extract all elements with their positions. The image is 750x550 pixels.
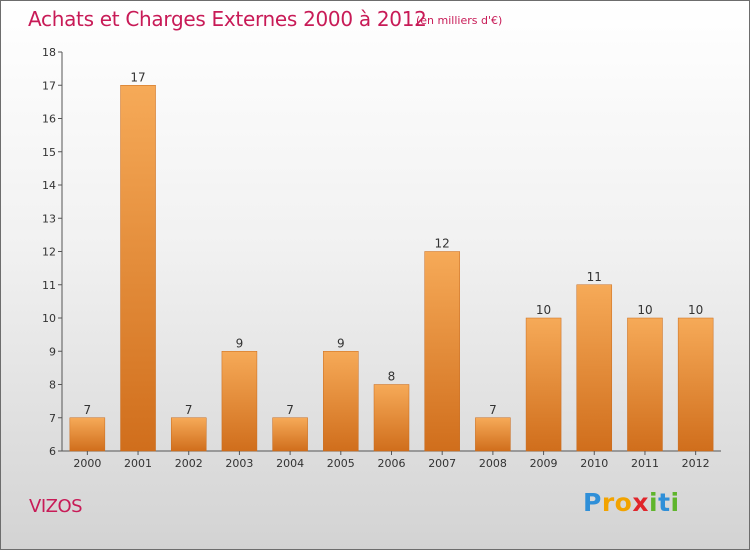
bar-2004 [272, 417, 308, 452]
x-tick-label-2000: 2000 [73, 457, 101, 470]
bar-2001 [120, 85, 156, 452]
x-tick-label-2012: 2012 [682, 457, 710, 470]
y-tick-label: 16 [42, 113, 56, 126]
x-tick-label-2007: 2007 [428, 457, 456, 470]
bar-2007 [424, 251, 460, 452]
chart-title: Achats et Charges Externes 2000 à 2012 [28, 7, 427, 31]
x-tick-label-2011: 2011 [631, 457, 659, 470]
bar-2000 [69, 417, 106, 452]
value-label-2005: 9 [337, 336, 345, 350]
logo-letter: x [632, 488, 649, 517]
x-tick-label-2008: 2008 [479, 457, 507, 470]
logo-letter: P [583, 488, 602, 517]
value-label-2004: 7 [286, 403, 294, 417]
value-label-2002: 7 [185, 403, 193, 417]
value-label-2008: 7 [489, 403, 497, 417]
logo-letter: t [658, 488, 671, 517]
y-tick-label: 9 [49, 345, 56, 358]
bar-2002 [170, 417, 207, 452]
value-label-2001: 17 [130, 70, 145, 84]
logo-letter: i [670, 488, 680, 517]
value-label-2011: 10 [637, 303, 652, 317]
value-label-2003: 9 [236, 336, 244, 350]
bar-2011 [627, 317, 663, 452]
bar-2012 [677, 317, 714, 452]
y-tick-label: 15 [42, 146, 56, 159]
value-label-2006: 8 [388, 370, 396, 384]
y-tick-label: 7 [49, 412, 56, 425]
y-tick-label: 18 [42, 46, 56, 59]
y-tick-label: 8 [49, 379, 56, 392]
logo-letter: o [614, 488, 633, 517]
x-tick-label-2010: 2010 [580, 457, 608, 470]
y-tick-label: 6 [49, 445, 56, 458]
y-tick-label: 12 [42, 246, 56, 259]
x-tick-label-2004: 2004 [276, 457, 304, 470]
bar-2010 [576, 284, 613, 452]
y-tick-label: 13 [42, 212, 56, 225]
bar-2009 [525, 317, 562, 452]
commune-name: VIZOS [29, 496, 83, 517]
y-tick-label: 14 [42, 179, 56, 192]
y-tick-label: 11 [42, 279, 56, 292]
bar-2005 [323, 351, 359, 452]
bar-2006 [373, 384, 410, 452]
x-tick-label-2002: 2002 [175, 457, 203, 470]
x-tick-label-2001: 2001 [124, 457, 152, 470]
value-label-2012: 10 [688, 303, 703, 317]
x-tick-label-2003: 2003 [225, 457, 253, 470]
y-tick-label: 17 [42, 79, 56, 92]
bar-2008 [475, 417, 511, 452]
proxiti-logo: Proxiti [583, 488, 680, 517]
value-label-2000: 7 [84, 403, 92, 417]
bars: 7 17 7 9 7 9 8 12 7 10 11 10 10 [69, 70, 714, 452]
value-label-2007: 12 [435, 237, 450, 251]
x-tick-label-2009: 2009 [530, 457, 558, 470]
logo-letter: i [649, 488, 659, 517]
chart-subtitle: (en milliers d'€) [416, 14, 503, 27]
logo-letter: r [601, 488, 615, 517]
value-label-2010: 11 [587, 270, 602, 284]
bar-2003 [221, 351, 258, 452]
x-tick-label-2005: 2005 [327, 457, 355, 470]
value-label-2009: 10 [536, 303, 551, 317]
x-tick-label-2006: 2006 [378, 457, 406, 470]
x-axis: 2000 2001 2002 2003 2004 2005 2006 2007 2008 2009… [73, 451, 710, 470]
y-tick-label: 10 [42, 312, 56, 325]
